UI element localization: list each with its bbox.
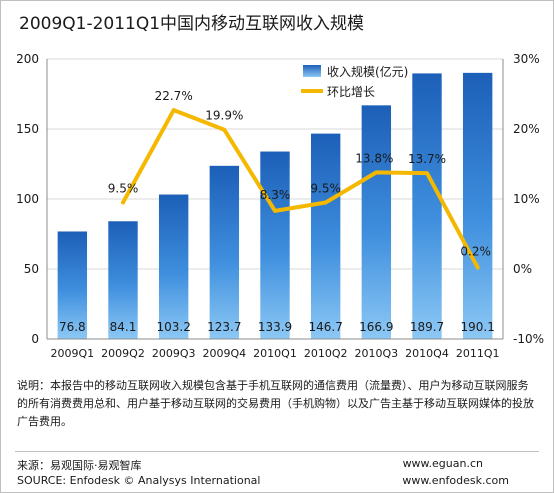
legend-swatch-revenue bbox=[303, 65, 321, 77]
growth-value-label: 22.7% bbox=[155, 89, 193, 103]
growth-line bbox=[121, 108, 480, 270]
bar bbox=[310, 133, 341, 339]
bar bbox=[108, 221, 138, 339]
y-right-tick-label: 20% bbox=[513, 122, 540, 136]
chart-svg: 76.8 84.1 103.2 123.7 133.9 146.7 166.9 189.7 19… bbox=[16, 52, 544, 360]
legend-label-revenue: 收入规模(亿元) bbox=[327, 64, 408, 79]
website-url-2: www.enfodesk.com bbox=[402, 474, 509, 487]
bar-value-label: 103.2 bbox=[156, 320, 190, 334]
bar bbox=[209, 165, 240, 339]
bar bbox=[361, 105, 392, 339]
bar bbox=[57, 231, 88, 339]
y-right-tick-label: 0% bbox=[513, 262, 532, 276]
y-right-tick-label: -10% bbox=[513, 332, 544, 346]
x-tick-label: 2009Q2 bbox=[101, 347, 145, 360]
y-left-tick-label: 100 bbox=[16, 192, 39, 206]
x-tick-label: 2010Q4 bbox=[405, 347, 449, 360]
y-left-tick-label: 200 bbox=[16, 52, 39, 66]
bar-value-label: 166.9 bbox=[359, 320, 393, 334]
y-right-tick-label: 30% bbox=[513, 52, 540, 66]
x-tick-label: 2011Q1 bbox=[456, 347, 500, 360]
bar-value-label: 84.1 bbox=[110, 320, 137, 334]
bar-value-label: 133.9 bbox=[258, 320, 292, 334]
y-right-tick-label: 10% bbox=[513, 192, 540, 206]
bar-value-label: 190.1 bbox=[460, 320, 494, 334]
growth-value-label: 19.9% bbox=[205, 109, 243, 123]
x-tick-label: 2010Q3 bbox=[355, 347, 399, 360]
website-url-1: www.eguan.cn bbox=[402, 457, 483, 470]
growth-value-label: 9.5% bbox=[108, 182, 139, 196]
chart-note: 说明：本报告中的移动互联网收入规模包含基于手机互联网的通信费用（流量费）、用户为… bbox=[17, 379, 534, 428]
x-tick-label: 2010Q1 bbox=[253, 347, 297, 360]
bar bbox=[158, 194, 189, 339]
bar bbox=[260, 151, 290, 339]
bar-value-label: 189.7 bbox=[410, 320, 444, 334]
growth-value-label: 13.8% bbox=[355, 151, 393, 165]
growth-value-label: 9.5% bbox=[310, 182, 341, 196]
x-tick-label: 2009Q4 bbox=[203, 347, 247, 360]
x-tick-label: 2009Q1 bbox=[51, 347, 95, 360]
growth-value-label: 13.7% bbox=[408, 152, 446, 166]
bar-value-label: 146.7 bbox=[308, 320, 342, 334]
bar bbox=[462, 72, 493, 340]
y-left-tick-label: 50 bbox=[24, 262, 39, 276]
chart-title: 2009Q1-2011Q1中国内移动互联网收入规模 bbox=[19, 14, 365, 34]
source-en: SOURCE: Enfodesk © Analysys Internationa… bbox=[17, 474, 261, 487]
source-cn: 来源：易观国际·易观智库 bbox=[17, 459, 142, 472]
growth-value-label: 0.2% bbox=[460, 245, 491, 259]
x-tick-label: 2009Q3 bbox=[152, 347, 196, 360]
bar bbox=[412, 73, 442, 340]
footer-divider bbox=[15, 451, 539, 452]
x-tick-label: 2010Q2 bbox=[304, 347, 348, 360]
y-left-tick-label: 0 bbox=[31, 332, 39, 346]
bar-value-label: 76.8 bbox=[59, 320, 86, 334]
legend-label-growth: 环比增长 bbox=[327, 85, 375, 99]
growth-value-label: 8.3% bbox=[260, 188, 291, 202]
y-left-tick-label: 150 bbox=[16, 122, 39, 136]
bar-value-label: 123.7 bbox=[207, 320, 241, 334]
